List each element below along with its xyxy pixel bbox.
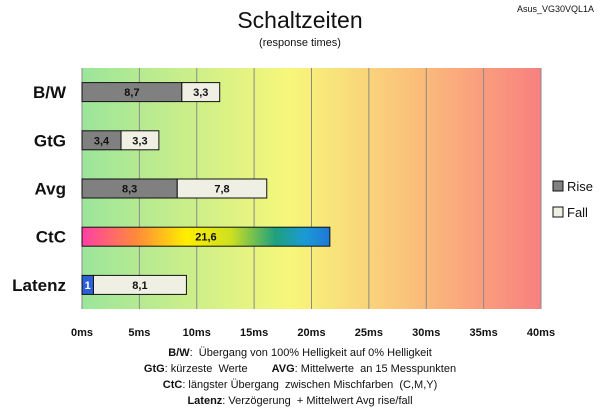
category-labels: B/W GtG Avg CtC Latenz bbox=[12, 83, 67, 295]
data-label: 1 bbox=[85, 280, 91, 292]
model-label: Asus_VG30VQL1A bbox=[517, 4, 594, 14]
x-tick-label: 20ms bbox=[297, 327, 325, 339]
bar-fall bbox=[176, 178, 268, 199]
legend-swatch-fall bbox=[552, 206, 564, 218]
x-axis-ticks: 0ms 5ms 10ms 15ms 20ms 25ms 30ms 35ms 40ms bbox=[71, 327, 555, 339]
data-label: 21,6 bbox=[195, 232, 216, 244]
footnote-part: B/W bbox=[168, 347, 190, 359]
data-label: 7,8 bbox=[214, 184, 229, 196]
legend-label-fall: Fall bbox=[567, 205, 588, 220]
legend-label-rise: Rise bbox=[567, 179, 593, 194]
x-tick-label: 25ms bbox=[355, 327, 383, 339]
data-label: 3,4 bbox=[94, 135, 110, 147]
footnote-part: : Übergang von 100% Helligkeit auf 0% He… bbox=[190, 347, 432, 359]
x-tick-label: 35ms bbox=[470, 327, 498, 339]
bars: 8,7 3,3 3,4 3,3 8,3 7,8 21,6 1 8,1 bbox=[81, 82, 331, 295]
category-label: B/W bbox=[33, 83, 67, 102]
data-label: 3,3 bbox=[193, 87, 208, 99]
footnote-line: Latenz: Verzögerung + Mittelwert Avg ris… bbox=[187, 395, 412, 407]
x-tick-label: 0ms bbox=[71, 327, 93, 339]
x-tick-label: 15ms bbox=[240, 327, 268, 339]
bar-fall bbox=[92, 274, 187, 295]
x-tick-label: 40ms bbox=[527, 327, 555, 339]
legend-swatch-rise bbox=[552, 180, 564, 192]
footnote-part: : kürzeste Werte bbox=[165, 363, 248, 375]
footnote-line: B/W: Übergang von 100% Helligkeit auf 0%… bbox=[168, 347, 432, 359]
footnote-part: AVG bbox=[248, 363, 295, 375]
footnote-part: CtC bbox=[163, 379, 183, 391]
category-label: CtC bbox=[36, 228, 66, 247]
legend: Rise Fall bbox=[552, 179, 593, 220]
category-label: Latenz bbox=[12, 276, 66, 295]
footnote-part: : längster Übergang zwischen Mischfarben… bbox=[182, 379, 437, 391]
data-label: 8,1 bbox=[132, 280, 147, 292]
footnote-part: Latenz bbox=[187, 395, 222, 407]
category-label: GtG bbox=[34, 131, 66, 150]
footnote-part: : Verzögerung + Mittelwert Avg rise/fall bbox=[222, 395, 412, 407]
footnote-part: : Mittelwerte an 15 Messpunkten bbox=[295, 363, 456, 375]
bar-fall bbox=[120, 130, 160, 151]
footnote-line: GtG: kürzeste Werte AVG: Mittelwerte an … bbox=[144, 363, 456, 375]
x-tick-label: 10ms bbox=[183, 327, 211, 339]
footnote-part: GtG bbox=[144, 363, 165, 375]
chart-subtitle: (response times) bbox=[259, 37, 341, 49]
data-label: 8,3 bbox=[122, 184, 137, 196]
category-label: Avg bbox=[35, 180, 67, 199]
bar-fall bbox=[181, 82, 221, 103]
x-tick-label: 5ms bbox=[128, 327, 150, 339]
chart-title: Schaltzeiten bbox=[237, 7, 362, 33]
data-label: 8,7 bbox=[124, 87, 139, 99]
data-label: 3,3 bbox=[132, 135, 147, 147]
footnote-line: CtC: längster Übergang zwischen Mischfar… bbox=[163, 379, 438, 391]
bar-ctc bbox=[81, 226, 331, 247]
x-tick-label: 30ms bbox=[412, 327, 440, 339]
footnotes: B/W: Übergang von 100% Helligkeit auf 0%… bbox=[144, 347, 456, 407]
